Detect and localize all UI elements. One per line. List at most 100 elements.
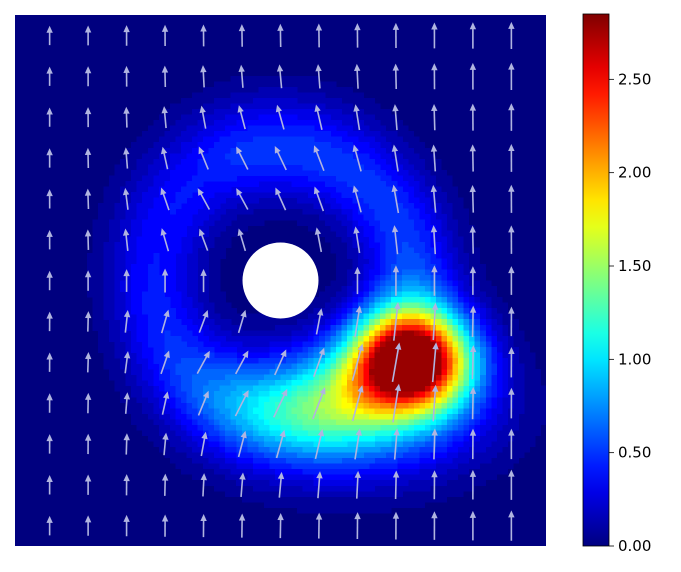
quiver-arrows	[46, 21, 515, 541]
quiver-arrow	[391, 225, 399, 255]
quiver-arrow	[160, 309, 170, 334]
quiver-arrow	[197, 390, 209, 416]
quiver-arrow	[122, 228, 130, 251]
quiver-arrow	[469, 428, 477, 460]
colorbar-tick-label: 1.50	[618, 257, 651, 275]
quiver-arrow	[469, 305, 477, 338]
quiver-arrow	[275, 187, 287, 211]
quiver-arrow	[237, 309, 247, 334]
quiver-arrow	[84, 25, 92, 46]
quiver-arrow	[161, 391, 170, 415]
quiver-arrow	[392, 63, 400, 89]
quiver-arrow	[391, 342, 402, 383]
quiver-arrow	[431, 302, 439, 341]
quiver-arrow	[469, 225, 476, 254]
quiver-arrow	[123, 351, 131, 374]
quiver-arrow	[276, 64, 284, 89]
quiver-arrow	[277, 513, 284, 539]
quiver-arrow	[469, 386, 477, 420]
quiver-arrow	[160, 228, 170, 252]
quiver-arrow	[122, 187, 130, 210]
quiver-arrow	[160, 187, 170, 211]
quiver-arrow	[275, 104, 285, 130]
quiver-arrow	[196, 350, 210, 375]
quiver-arrow	[314, 428, 325, 460]
quiver-arrow	[199, 105, 207, 129]
quiver-arrow	[277, 23, 284, 48]
quiver-arrow	[238, 513, 246, 538]
quiver-arrow	[508, 469, 515, 500]
colorbar-gradient	[582, 13, 610, 547]
quiver-arrow	[272, 388, 288, 418]
quiver-arrow	[431, 22, 438, 49]
quiver-arrow	[353, 63, 361, 89]
quiver-arrow	[277, 471, 285, 498]
quiver-arrow	[84, 433, 92, 455]
quiver-arrow	[313, 186, 325, 212]
plot-area	[15, 15, 546, 546]
quiver-arrow	[123, 106, 130, 128]
quiver-arrow	[315, 23, 323, 48]
quiver-arrow	[46, 189, 53, 209]
quiver-arrow	[354, 428, 362, 460]
quiver-arrow	[84, 270, 92, 291]
quiver-arrow	[123, 392, 131, 414]
quiver-arrow	[508, 306, 515, 337]
quiver-arrow	[352, 144, 362, 172]
quiver-arrow	[234, 390, 249, 417]
quiver-arrow	[469, 22, 477, 49]
quiver-arrow	[161, 514, 169, 537]
quiver-arrow	[239, 472, 246, 498]
quiver-arrow	[508, 347, 515, 378]
quiver-arrow	[314, 104, 323, 130]
quiver-arrow	[316, 471, 323, 499]
quiver-arrow	[508, 62, 515, 90]
quiver-arrow	[84, 107, 92, 128]
quiver-arrow	[46, 515, 53, 536]
quiver-arrow	[315, 512, 323, 539]
quiver-arrow	[123, 147, 130, 169]
quiver-arrow	[431, 384, 439, 422]
quiver-arrow	[315, 308, 324, 335]
quiver-arrow	[123, 65, 130, 87]
quiver-arrow	[197, 188, 211, 210]
quiver-arrow	[200, 268, 207, 293]
quiver-arrow	[354, 266, 361, 295]
quiver-arrow	[198, 228, 209, 251]
quiver-arrow	[508, 21, 515, 49]
quiver-arrow	[353, 226, 361, 254]
colorbar-tick-label: 2.00	[618, 164, 651, 182]
quiver-arrow	[123, 310, 131, 333]
quiver-arrow	[392, 511, 400, 540]
quiver-arrow	[508, 103, 515, 131]
quiver-arrow	[46, 393, 53, 413]
quiver-arrow	[469, 510, 477, 541]
quiver-arrow	[84, 229, 92, 250]
quiver-arrow	[84, 515, 92, 536]
quiver-arrow	[161, 268, 169, 293]
quiver-arrow	[84, 474, 92, 495]
quiver-arrow	[392, 470, 400, 499]
quiver-arrow	[46, 311, 53, 332]
quiver-arrow	[508, 184, 515, 213]
quiver-arrow	[508, 225, 515, 254]
quiver-arrow	[314, 227, 323, 253]
quiver-arrow	[46, 66, 53, 86]
quiver-arrow	[161, 473, 169, 496]
quiver-arrow	[431, 511, 438, 540]
quiver-arrow	[431, 265, 438, 296]
quiver-arrow	[393, 428, 400, 460]
quiver-arrow	[469, 266, 477, 295]
quiver-arrow	[354, 23, 361, 48]
quiver-arrow	[430, 225, 438, 255]
quiver-arrow	[46, 229, 53, 250]
quiver-arrow	[200, 65, 207, 88]
quiver-arrow	[313, 145, 325, 172]
quiver-arrow	[237, 228, 247, 252]
quiver-arrow	[123, 269, 130, 292]
quiver-arrow	[312, 387, 326, 420]
quiver-arrow	[354, 470, 361, 499]
quiver-arrow	[392, 22, 400, 48]
quiver-arrow	[391, 184, 400, 214]
quiver-arrow	[315, 64, 322, 89]
